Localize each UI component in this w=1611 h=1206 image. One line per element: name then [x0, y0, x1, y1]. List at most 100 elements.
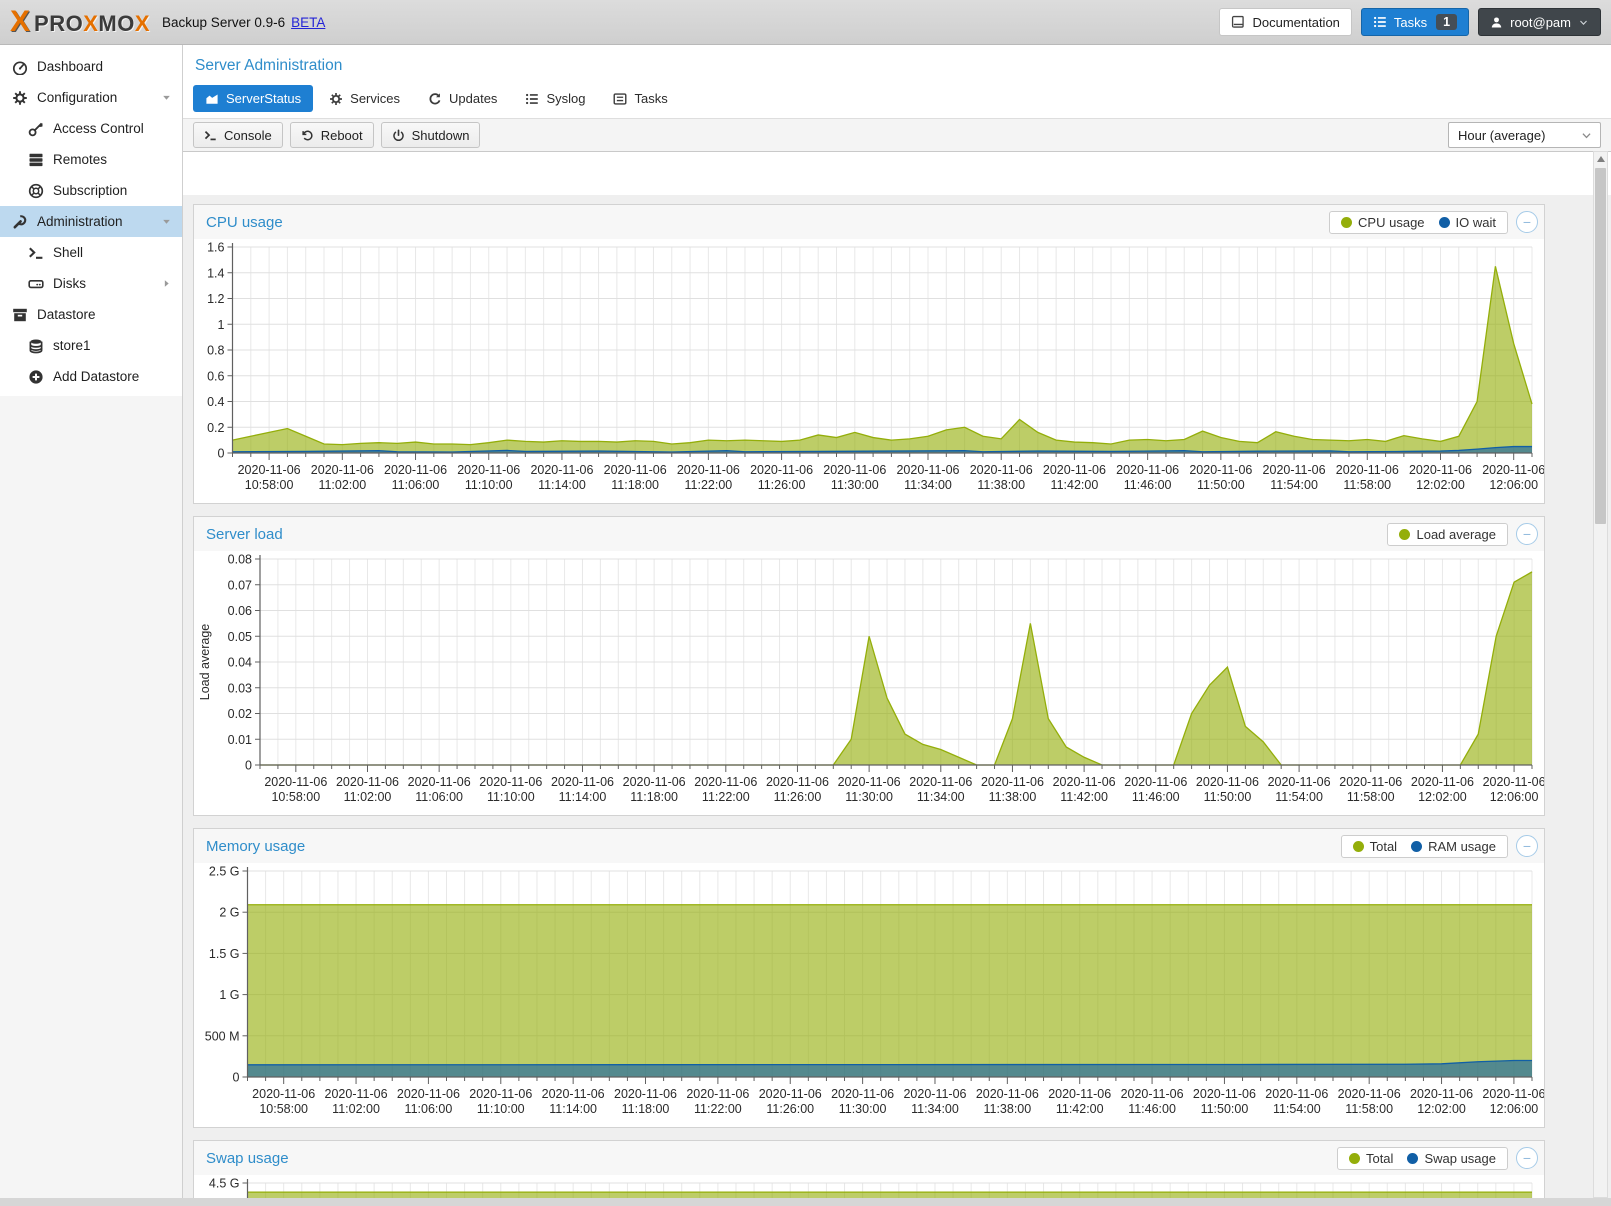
svg-text:2020-11-06: 2020-11-06 — [397, 1087, 460, 1101]
legend-item[interactable]: Total — [1348, 1151, 1393, 1166]
svg-text:2020-11-06: 2020-11-06 — [238, 463, 301, 477]
svg-text:2020-11-06: 2020-11-06 — [325, 1087, 388, 1101]
legend-item[interactable]: Total — [1352, 839, 1397, 854]
collapse-panel-button[interactable]: − — [1516, 211, 1538, 233]
svg-text:0.07: 0.07 — [228, 578, 252, 592]
svg-text:11:34:00: 11:34:00 — [917, 790, 965, 804]
tab-tasks[interactable]: Tasks — [601, 85, 679, 112]
svg-text:2020-11-06: 2020-11-06 — [686, 1087, 749, 1101]
svg-text:0: 0 — [218, 447, 225, 461]
brand-name: PROXMOX — [34, 11, 151, 36]
svg-text:2020-11-06: 2020-11-06 — [1124, 775, 1187, 789]
sidebar-item-administration[interactable]: Administration — [0, 206, 182, 237]
sidebar-item-dashboard[interactable]: Dashboard — [0, 51, 182, 82]
shutdown-button[interactable]: Shutdown — [380, 122, 481, 148]
svg-text:12:02:00: 12:02:00 — [1417, 1102, 1466, 1116]
svg-text:11:30:00: 11:30:00 — [839, 1102, 887, 1116]
legend-dot-icon — [1348, 1152, 1360, 1164]
svg-text:11:30:00: 11:30:00 — [845, 790, 893, 804]
legend-dot-icon — [1399, 528, 1411, 540]
sidebar-item-add-datastore[interactable]: Add Datastore — [0, 361, 182, 392]
sidebar-item-disks[interactable]: Disks — [0, 268, 182, 299]
svg-text:0.6: 0.6 — [207, 369, 224, 383]
svg-text:2020-11-06: 2020-11-06 — [750, 463, 813, 477]
collapse-caret-icon[interactable] — [161, 216, 172, 227]
scroll-up-arrow-icon[interactable] — [1596, 156, 1605, 162]
svg-text:2020-11-06: 2020-11-06 — [981, 775, 1044, 789]
svg-text:11:38:00: 11:38:00 — [989, 790, 1037, 804]
svg-text:10:58:00: 10:58:00 — [259, 1102, 308, 1116]
reboot-button[interactable]: Reboot — [289, 122, 374, 148]
svg-text:2020-11-06: 2020-11-06 — [623, 775, 686, 789]
sidebar: Dashboard Configuration Access Control R… — [0, 45, 183, 1198]
sidebar-item-subscription[interactable]: Subscription — [0, 175, 182, 206]
sidebar-item-datastore[interactable]: Datastore — [0, 299, 182, 330]
legend-item[interactable]: IO wait — [1438, 215, 1496, 230]
svg-text:11:10:00: 11:10:00 — [477, 1102, 525, 1116]
archive-icon — [12, 307, 28, 323]
svg-text:11:26:00: 11:26:00 — [774, 790, 822, 804]
tab-services[interactable]: Services — [317, 85, 412, 112]
svg-text:2 G: 2 G — [219, 906, 239, 920]
tab-updates[interactable]: Updates — [416, 85, 509, 112]
svg-text:2020-11-06: 2020-11-06 — [1263, 463, 1326, 477]
svg-text:Load average: Load average — [198, 624, 212, 701]
timeframe-select[interactable]: Hour (average) — [1448, 122, 1601, 148]
beta-link[interactable]: BETA — [291, 14, 326, 30]
legend-item[interactable]: Swap usage — [1407, 1151, 1496, 1166]
svg-text:10:58:00: 10:58:00 — [271, 790, 320, 804]
svg-text:11:42:00: 11:42:00 — [1051, 478, 1099, 492]
svg-text:11:18:00: 11:18:00 — [611, 478, 659, 492]
legend-dot-icon — [1341, 216, 1353, 228]
svg-text:11:02:00: 11:02:00 — [344, 790, 392, 804]
collapse-panel-button[interactable]: − — [1516, 523, 1538, 545]
proxmox-logo: X PROXMOX — [10, 7, 150, 37]
svg-text:2020-11-06: 2020-11-06 — [694, 775, 757, 789]
svg-text:12:06:00: 12:06:00 — [1490, 1102, 1539, 1116]
svg-text:11:10:00: 11:10:00 — [487, 790, 535, 804]
documentation-button[interactable]: Documentation — [1219, 8, 1352, 36]
tasks-button[interactable]: Tasks 1 — [1360, 8, 1470, 36]
sidebar-item-access-control[interactable]: Access Control — [0, 113, 182, 144]
svg-text:12:02:00: 12:02:00 — [1416, 478, 1465, 492]
svg-text:1 G: 1 G — [219, 988, 239, 1002]
svg-text:0.4: 0.4 — [207, 395, 224, 409]
svg-text:11:38:00: 11:38:00 — [977, 478, 1025, 492]
svg-text:11:54:00: 11:54:00 — [1275, 790, 1323, 804]
sidebar-item-shell[interactable]: Shell — [0, 237, 182, 268]
cpu-usage-chart: 0 0.2 0.4 0.6 0.8 1 1.2 1.4 1.6 2020-11-06 10:58:0… — [194, 239, 1544, 503]
legend-item[interactable]: Load average — [1399, 527, 1496, 542]
svg-text:11:06:00: 11:06:00 — [392, 478, 440, 492]
svg-text:11:30:00: 11:30:00 — [831, 478, 879, 492]
sidebar-item-configuration[interactable]: Configuration — [0, 82, 182, 113]
svg-text:11:46:00: 11:46:00 — [1128, 1102, 1176, 1116]
svg-text:2020-11-06: 2020-11-06 — [1268, 775, 1331, 789]
collapse-panel-button[interactable]: − — [1516, 1147, 1538, 1169]
charts-area: CPU usage CPU usage IO wait − 0 0.2 0.4 0.6 0… — [183, 195, 1611, 1198]
area-chart-icon — [205, 92, 219, 106]
sidebar-item-remotes[interactable]: Remotes — [0, 144, 182, 175]
panel-title: Swap usage — [206, 1149, 289, 1167]
sidebar-item-store1[interactable]: store1 — [0, 330, 182, 361]
key-icon — [28, 121, 44, 137]
database-icon — [28, 338, 44, 354]
svg-text:11:26:00: 11:26:00 — [758, 478, 806, 492]
tab-serverstatus[interactable]: ServerStatus — [193, 85, 314, 112]
svg-text:2020-11-06: 2020-11-06 — [408, 775, 471, 789]
svg-text:2020-11-06: 2020-11-06 — [677, 463, 740, 477]
power-icon — [392, 128, 405, 142]
legend-item[interactable]: RAM usage — [1411, 839, 1496, 854]
scrollbar-thumb[interactable] — [1595, 168, 1606, 524]
svg-text:2020-11-06: 2020-11-06 — [1483, 775, 1544, 789]
vertical-scrollbar[interactable] — [1593, 151, 1608, 1198]
collapse-caret-icon[interactable] — [161, 92, 172, 103]
expand-caret-icon[interactable] — [161, 278, 172, 289]
collapse-panel-button[interactable]: − — [1516, 835, 1538, 857]
svg-text:2020-11-06: 2020-11-06 — [1121, 1087, 1184, 1101]
user-menu-button[interactable]: root@pam — [1478, 8, 1601, 36]
legend-item[interactable]: CPU usage — [1341, 215, 1425, 230]
svg-text:11:06:00: 11:06:00 — [415, 790, 463, 804]
tab-syslog[interactable]: Syslog — [513, 85, 597, 112]
svg-text:11:14:00: 11:14:00 — [559, 790, 607, 804]
console-button[interactable]: Console — [193, 122, 283, 148]
